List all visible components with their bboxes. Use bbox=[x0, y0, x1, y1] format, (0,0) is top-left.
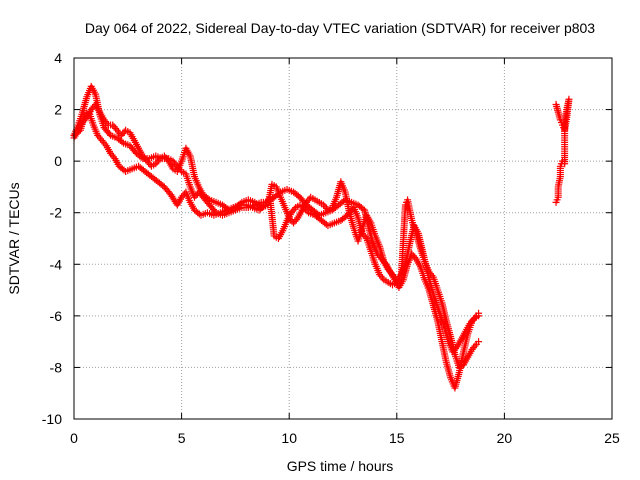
plot-frame bbox=[73, 57, 613, 420]
data-points bbox=[70, 82, 573, 392]
data-point bbox=[452, 345, 460, 353]
data-point bbox=[204, 195, 212, 203]
x-tick-label: 0 bbox=[70, 430, 78, 446]
y-tick-label: 4 bbox=[54, 50, 62, 66]
y-tick-label: 0 bbox=[54, 153, 62, 169]
y-tick-label: -6 bbox=[50, 308, 63, 324]
data-point bbox=[292, 216, 300, 224]
chart-title: Day 064 of 2022, Sidereal Day-to-day VTE… bbox=[85, 20, 595, 36]
data-point bbox=[552, 198, 560, 206]
data-point bbox=[236, 200, 244, 208]
y-axis-label: SDTVAR / TECUs bbox=[6, 182, 22, 294]
x-tick-label: 5 bbox=[178, 430, 186, 446]
y-tick-label: -4 bbox=[50, 256, 63, 272]
data-point bbox=[411, 253, 419, 261]
y-tick-label: -8 bbox=[50, 359, 63, 375]
y-tick-label: 2 bbox=[54, 102, 62, 118]
x-tick-label: 15 bbox=[389, 430, 405, 446]
y-tick-label: -10 bbox=[42, 411, 62, 427]
data-point bbox=[378, 274, 386, 282]
data-point bbox=[155, 156, 163, 164]
x-tick-label: 20 bbox=[497, 430, 513, 446]
data-point bbox=[469, 316, 477, 324]
axis-ticks: 0 5 10 15 20 25 -10 -8 -6 -4 -2 0 2 4 bbox=[42, 50, 620, 446]
grid bbox=[74, 58, 612, 419]
data-point bbox=[303, 207, 311, 215]
data-point bbox=[118, 138, 126, 146]
data-point bbox=[81, 115, 89, 123]
x-tick-label: 10 bbox=[281, 430, 297, 446]
data-point bbox=[396, 272, 404, 280]
y-tick-label: -2 bbox=[50, 205, 63, 221]
x-tick-label: 25 bbox=[604, 430, 620, 446]
data-point bbox=[290, 205, 298, 213]
data-point bbox=[101, 140, 109, 148]
data-point bbox=[109, 153, 117, 161]
data-point bbox=[475, 312, 483, 320]
data-point bbox=[163, 155, 171, 163]
data-point bbox=[475, 338, 483, 346]
data-point bbox=[103, 119, 111, 127]
x-axis-label: GPS time / hours bbox=[287, 458, 394, 474]
data-point bbox=[471, 342, 479, 350]
